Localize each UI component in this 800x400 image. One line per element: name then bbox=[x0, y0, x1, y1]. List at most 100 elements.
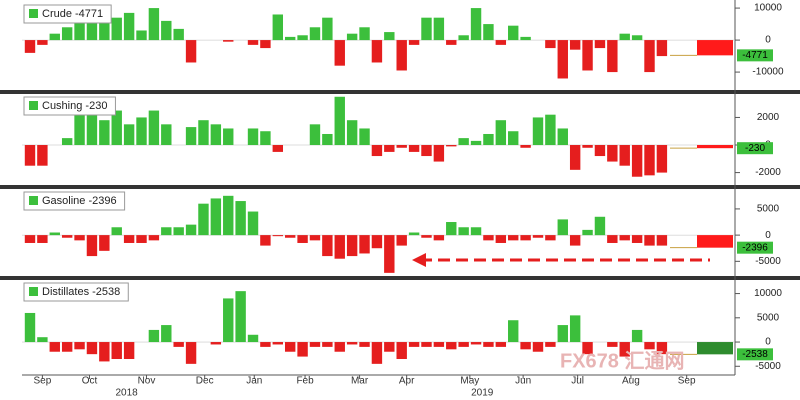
bar bbox=[557, 325, 568, 343]
bar bbox=[24, 312, 36, 343]
bar bbox=[408, 40, 420, 45]
bar bbox=[520, 342, 531, 350]
x-tick-label: Jul bbox=[571, 376, 584, 387]
bar bbox=[582, 229, 593, 236]
y-tick-label: 10000 bbox=[754, 288, 782, 299]
bar bbox=[384, 32, 395, 41]
bar bbox=[185, 127, 197, 146]
bar bbox=[582, 342, 593, 355]
bar bbox=[421, 145, 432, 157]
latest-highlight bbox=[697, 235, 733, 248]
bar bbox=[371, 40, 383, 63]
bar bbox=[446, 40, 457, 45]
bar bbox=[508, 320, 519, 343]
bar bbox=[458, 35, 469, 41]
latest-label: -4771 bbox=[742, 50, 768, 61]
bar bbox=[61, 27, 73, 41]
bar bbox=[631, 329, 643, 343]
bar bbox=[396, 145, 407, 148]
bar bbox=[483, 133, 494, 146]
bar bbox=[545, 40, 556, 49]
bar bbox=[99, 20, 110, 41]
bar bbox=[631, 35, 643, 41]
bar bbox=[297, 35, 308, 41]
bar bbox=[309, 235, 321, 241]
bar bbox=[483, 24, 494, 41]
bar bbox=[520, 36, 531, 41]
y-tick-label: 0 bbox=[765, 337, 771, 348]
bar bbox=[297, 235, 308, 243]
bar bbox=[545, 235, 556, 241]
panel-separator bbox=[0, 185, 800, 189]
bar bbox=[520, 235, 531, 241]
bar bbox=[607, 40, 618, 73]
bar bbox=[433, 342, 445, 347]
x-tick-label: Feb bbox=[296, 376, 314, 387]
bar bbox=[569, 235, 581, 246]
bar bbox=[371, 145, 383, 157]
bar bbox=[631, 145, 643, 177]
bar bbox=[483, 235, 494, 241]
latest-highlight bbox=[697, 40, 733, 56]
bar bbox=[644, 235, 655, 246]
bar bbox=[594, 216, 606, 236]
panel-title: Gasoline -2396 bbox=[42, 195, 117, 207]
bar bbox=[24, 235, 36, 243]
bar bbox=[446, 145, 457, 147]
bar bbox=[619, 342, 630, 357]
bar bbox=[433, 145, 445, 162]
x-tick-label: Jan bbox=[246, 376, 262, 387]
x-tick-label: Dec bbox=[196, 376, 214, 387]
bar bbox=[198, 120, 209, 146]
bar bbox=[631, 235, 643, 243]
y-tick-label: -10000 bbox=[752, 67, 784, 78]
bar bbox=[656, 235, 668, 246]
bar bbox=[396, 40, 407, 71]
bar bbox=[520, 145, 531, 148]
bar bbox=[322, 133, 333, 146]
bar bbox=[210, 342, 222, 345]
bar bbox=[260, 235, 271, 246]
bar bbox=[247, 40, 259, 45]
bar bbox=[408, 145, 420, 152]
latest-label-box bbox=[737, 241, 773, 254]
latest-label: -2396 bbox=[742, 242, 768, 253]
bar bbox=[557, 40, 568, 79]
x-tick-label: Oct bbox=[82, 376, 98, 387]
bar bbox=[458, 138, 469, 146]
bar bbox=[446, 342, 457, 350]
bar bbox=[99, 235, 110, 251]
bar bbox=[594, 40, 606, 49]
bar bbox=[86, 20, 98, 41]
bar bbox=[247, 211, 259, 236]
bar bbox=[148, 110, 160, 146]
bar bbox=[458, 342, 469, 347]
bar bbox=[470, 140, 482, 146]
bar bbox=[359, 342, 370, 347]
bar bbox=[148, 8, 160, 41]
bar bbox=[272, 235, 284, 237]
bar bbox=[173, 227, 184, 236]
bar bbox=[99, 120, 110, 146]
bar bbox=[470, 227, 482, 236]
bar bbox=[607, 342, 618, 347]
bar bbox=[483, 342, 494, 347]
bar bbox=[272, 342, 284, 345]
y-tick-label: 0 bbox=[765, 35, 771, 46]
latest-label: -230 bbox=[745, 143, 765, 154]
x-tick-label: Apr bbox=[399, 376, 415, 387]
x-tick-label: Sep bbox=[33, 376, 51, 387]
y-tick-label: 5000 bbox=[757, 204, 780, 215]
bar bbox=[421, 235, 432, 238]
bar bbox=[532, 235, 544, 238]
bar bbox=[569, 315, 581, 343]
bar bbox=[37, 337, 48, 343]
bar bbox=[495, 40, 507, 45]
y-tick-label: -2000 bbox=[755, 167, 781, 178]
legend-swatch bbox=[29, 196, 38, 205]
bar bbox=[656, 342, 668, 355]
bar bbox=[508, 25, 519, 41]
bar bbox=[111, 110, 122, 146]
bar bbox=[433, 17, 445, 41]
bar bbox=[185, 40, 197, 63]
